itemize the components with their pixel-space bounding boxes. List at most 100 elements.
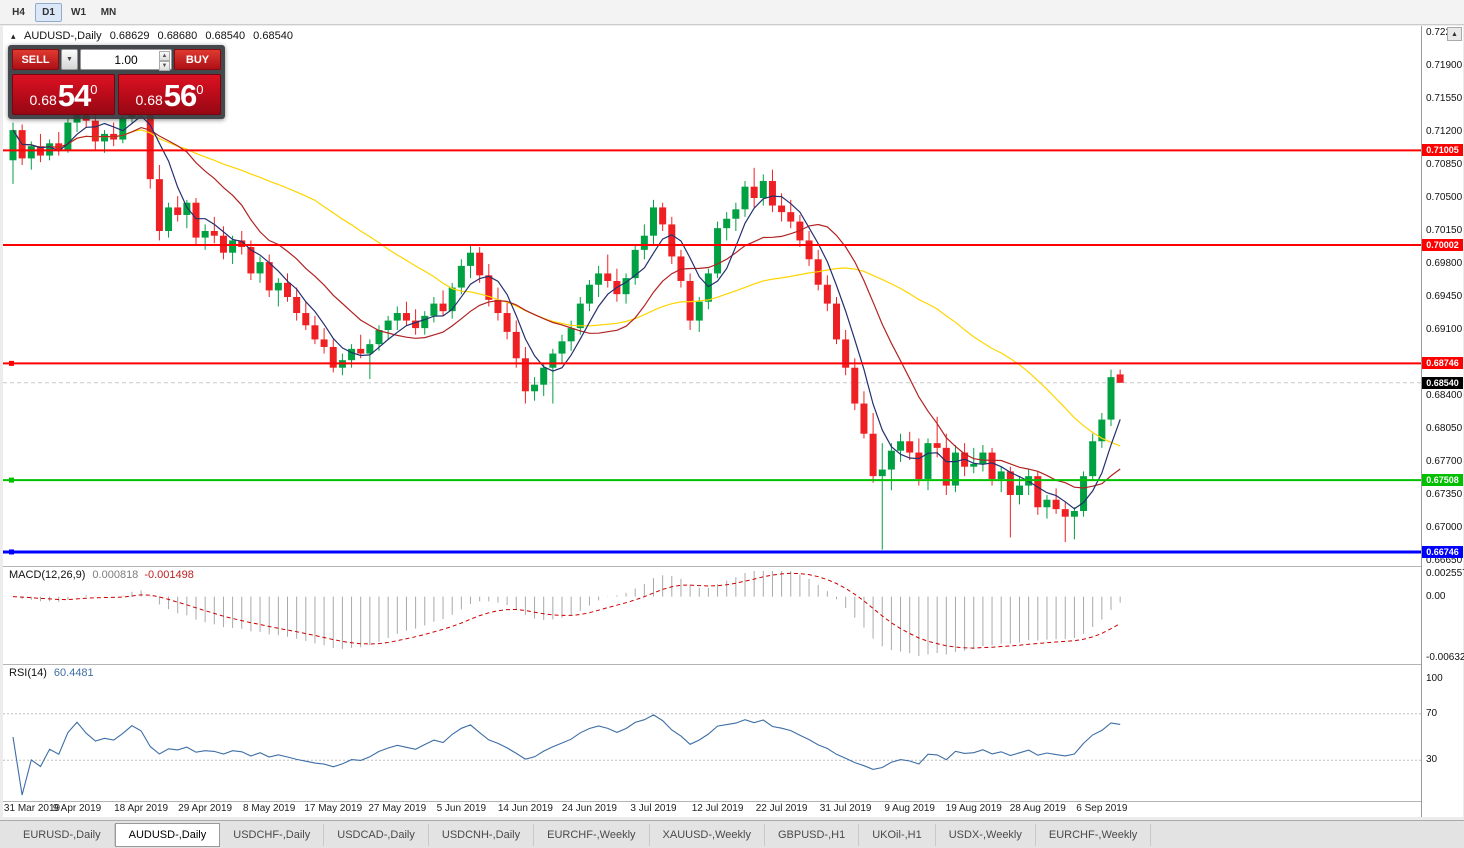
timeframe-button-mn[interactable]: MN [100, 6, 117, 18]
time-axis-label: 31 Jul 2019 [819, 803, 872, 814]
volume-dropdown-button[interactable]: ▼ [61, 49, 78, 70]
time-axis-label: 3 Jul 2019 [630, 803, 677, 814]
rsi-axis-label: 70 [1426, 707, 1438, 719]
time-axis-label: 22 Jul 2019 [755, 803, 808, 814]
sell-price-base: 0.68 [29, 92, 57, 108]
macd-pane[interactable]: MACD(12,26,9) 0.000818 -0.001498 [3, 567, 1421, 664]
hline-handle[interactable] [9, 549, 14, 555]
price-axis-label: 0.70150 [1426, 225, 1463, 236]
price-axis-label: 0.69100 [1426, 324, 1463, 335]
pane-separator[interactable] [3, 664, 1463, 665]
chart-tab[interactable]: GBPUSD-,H1 [765, 824, 860, 846]
price-axis-label: 0.71550 [1426, 93, 1463, 104]
timeframe-toolbar: H4 D1 W1 MN [0, 0, 1464, 25]
main-chart-pane[interactable]: ▴ AUDUSD-,Daily 0.68629 0.68680 0.68540 … [3, 26, 1421, 566]
price-axis-label: 0.67000 [1426, 522, 1463, 533]
hline-price-tag: 0.68746 [1422, 357, 1463, 370]
chart-tab[interactable]: USDCHF-,Daily [220, 824, 325, 846]
buy-price-pip: 0 [196, 82, 204, 97]
one-click-collapse-icon[interactable]: ▴ [11, 31, 16, 41]
volume-down-icon[interactable]: ▼ [159, 61, 170, 71]
ohlc-open: 0.68629 [109, 30, 150, 42]
price-axis-label: 0.70500 [1426, 192, 1463, 203]
macd-axis-label: 0.00 [1426, 590, 1446, 602]
chart-tab[interactable]: USDCNH-,Daily [429, 824, 535, 846]
pane-separator [3, 801, 1463, 802]
chart-tab[interactable]: XAUUSD-,Weekly [650, 824, 765, 846]
macd-label: MACD(12,26,9) 0.000818 -0.001498 [9, 569, 194, 581]
candles [9, 75, 1124, 550]
time-axis-label: 8 May 2019 [243, 803, 296, 814]
price-axis-label: 0.68050 [1426, 423, 1463, 434]
macd-plot [12, 571, 1121, 656]
time-axis-label: 27 May 2019 [368, 803, 427, 814]
time-axis-label: 19 Aug 2019 [945, 803, 1002, 814]
price-axis-label: 0.69450 [1426, 291, 1463, 302]
time-axis-label: 9 Aug 2019 [884, 803, 935, 814]
hline-handle[interactable] [9, 360, 14, 366]
timeframe-button-h4[interactable]: H4 [12, 6, 25, 18]
candlestick-chart[interactable] [3, 26, 1421, 566]
macd-signal-value: -0.001498 [144, 569, 194, 581]
time-axis-label: 17 May 2019 [304, 803, 363, 814]
volume-input[interactable]: 1.00 ▲ ▼ [80, 49, 172, 71]
chart-tab[interactable]: EURUSD-,Daily [10, 824, 115, 846]
macd-main-value: 0.000818 [92, 569, 139, 581]
time-axis-label: 12 Jul 2019 [691, 803, 744, 814]
pane-separator[interactable] [3, 566, 1463, 567]
ohlc-close: 0.68540 [253, 30, 293, 42]
chart-tab-bar: EURUSD-,Daily AUDUSD-,Daily USDCHF-,Daily U… [0, 820, 1464, 848]
sell-price-box[interactable]: 0.68 54 0 [12, 74, 115, 115]
price-axis-label: 0.68400 [1426, 390, 1463, 401]
chart-tab[interactable]: AUDUSD-,Daily [114, 823, 221, 847]
chart-tab[interactable]: USDX-,Weekly [936, 824, 1036, 846]
chart-tab[interactable]: UKOil-,H1 [859, 824, 936, 846]
time-axis-label: 28 Aug 2019 [1009, 803, 1066, 814]
chart-tab[interactable]: EURCHF-,Weekly [534, 824, 650, 846]
timeframe-button-w1[interactable]: W1 [71, 6, 86, 18]
time-axis-label: 6 Sep 2019 [1076, 803, 1128, 814]
rsi-name: RSI(14) [9, 667, 47, 679]
sell-button[interactable]: SELL [12, 49, 59, 70]
macd-axis-label: 0.0025574 [1426, 568, 1464, 579]
time-axis-label: 9 Apr 2019 [52, 803, 102, 814]
time-axis-label: 18 Apr 2019 [114, 803, 169, 814]
buy-price-big: 56 [163, 78, 197, 113]
time-axis-label: 29 Apr 2019 [178, 803, 233, 814]
chart-symbol-label: AUDUSD-,Daily [24, 30, 102, 42]
macd-signal-line [12, 572, 1121, 649]
volume-stepper: ▲ ▼ [159, 51, 170, 71]
macd-histogram [21, 571, 1121, 656]
price-axis-label: 0.70850 [1426, 159, 1463, 170]
rsi-value: 60.4481 [53, 667, 94, 679]
timeframe-button-d1[interactable]: D1 [35, 2, 62, 22]
chart-tab[interactable]: EURCHF-,Weekly [1036, 824, 1152, 846]
price-axis-label: 0.71900 [1426, 60, 1463, 71]
time-axis[interactable]: 31 Mar 2019 9 Apr 2019 18 Apr 2019 29 Apr 2… [3, 802, 1421, 817]
price-axis-label: 0.69800 [1426, 258, 1463, 269]
rsi-pane[interactable]: RSI(14) 60.4481 [3, 665, 1421, 801]
moving-average-13 [12, 126, 1121, 489]
buy-price-base: 0.68 [135, 92, 163, 108]
time-axis-label: 24 Jun 2019 [561, 803, 617, 814]
chart-ohlc-header: AUDUSD-,Daily 0.68629 0.68680 0.68540 0.… [24, 30, 298, 42]
price-axis-label: 0.66650 [1426, 555, 1463, 566]
time-axis-label: 5 Jun 2019 [436, 803, 487, 814]
ohlc-high: 0.68680 [157, 30, 198, 42]
hline-price-tag: 0.66746 [1422, 545, 1463, 558]
price-axis-label: 0.72250 [1426, 27, 1463, 38]
sell-price-big: 54 [57, 78, 91, 113]
volume-up-icon[interactable]: ▲ [159, 51, 170, 61]
scroll-up-button[interactable]: ▲ [1447, 27, 1462, 41]
hline-price-tag: 0.67508 [1422, 474, 1463, 487]
time-axis-label: 31 Mar 2019 [3, 803, 61, 814]
price-axis[interactable]: 0.72250 0.71900 0.71550 0.71200 0.70850 0.705… [1421, 26, 1464, 817]
buy-price-box[interactable]: 0.68 56 0 [118, 74, 221, 115]
buy-button[interactable]: BUY [174, 49, 221, 70]
moving-average-5 [12, 115, 1121, 510]
moving-average-34 [12, 129, 1121, 447]
macd-axis-label: -0.0063226 [1426, 652, 1464, 663]
chart-tab[interactable]: USDCAD-,Daily [324, 824, 429, 846]
ohlc-low: 0.68540 [205, 30, 246, 42]
hline-handle[interactable] [9, 477, 14, 483]
